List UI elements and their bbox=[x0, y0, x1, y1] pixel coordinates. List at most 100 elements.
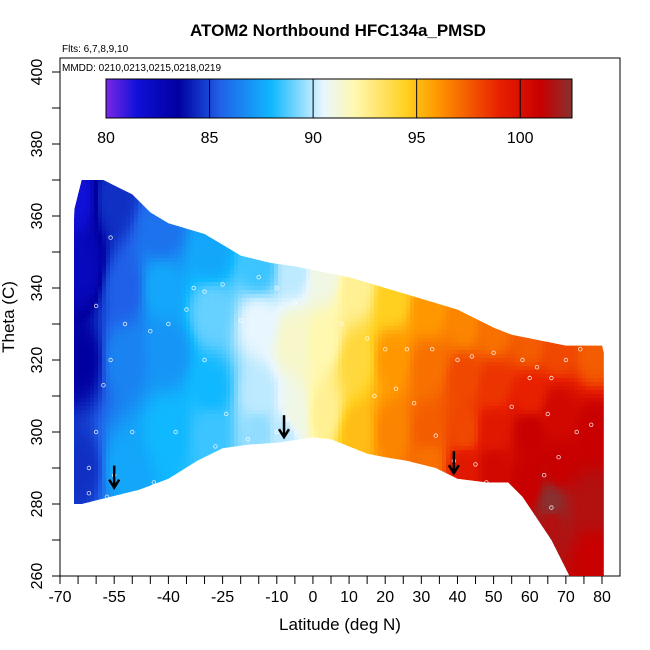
heatmap-cell bbox=[222, 526, 227, 531]
heatmap-cell bbox=[190, 546, 195, 551]
heatmap-cell bbox=[138, 442, 143, 447]
heatmap-cell bbox=[198, 274, 203, 279]
heatmap-cell bbox=[98, 426, 103, 431]
heatmap-cell bbox=[138, 230, 143, 235]
heatmap-cell bbox=[134, 394, 139, 399]
heatmap-cell bbox=[106, 298, 111, 303]
heatmap-cell bbox=[98, 438, 103, 443]
heatmap-cell bbox=[118, 350, 123, 355]
heatmap-cell bbox=[82, 530, 87, 535]
heatmap-cell bbox=[150, 286, 155, 291]
heatmap-cell bbox=[134, 534, 139, 539]
heatmap-cell bbox=[226, 194, 231, 199]
heatmap-cell bbox=[214, 222, 219, 227]
heatmap-cell bbox=[238, 394, 243, 399]
heatmap-cell bbox=[106, 482, 111, 487]
heatmap-cell bbox=[190, 274, 195, 279]
heatmap-cell bbox=[98, 430, 103, 435]
heatmap-cell bbox=[214, 418, 219, 423]
heatmap-cell bbox=[186, 342, 191, 347]
heatmap-cell bbox=[254, 474, 259, 479]
heatmap-cell bbox=[74, 542, 79, 547]
heatmap-cell bbox=[166, 286, 171, 291]
heatmap-cell bbox=[82, 430, 87, 435]
heatmap-cell bbox=[178, 322, 183, 327]
heatmap-cell bbox=[82, 534, 87, 539]
heatmap-cell bbox=[230, 522, 235, 527]
heatmap-cell bbox=[142, 474, 147, 479]
heatmap-cell bbox=[118, 418, 123, 423]
heatmap-cell bbox=[82, 186, 87, 191]
heatmap-cell bbox=[134, 438, 139, 443]
heatmap-cell bbox=[134, 562, 139, 567]
heatmap-cell bbox=[126, 290, 131, 295]
heatmap-cell bbox=[266, 180, 271, 183]
heatmap-cell bbox=[198, 350, 203, 355]
heatmap-cell bbox=[146, 210, 151, 215]
heatmap-cell bbox=[122, 542, 127, 547]
heatmap-cell bbox=[266, 302, 271, 307]
heatmap-cell bbox=[210, 370, 215, 375]
heatmap-cell bbox=[146, 206, 151, 211]
heatmap-cell bbox=[198, 222, 203, 227]
heatmap-cell bbox=[246, 286, 251, 291]
heatmap-cell bbox=[206, 490, 211, 495]
heatmap-cell bbox=[166, 494, 171, 499]
heatmap-cell bbox=[74, 562, 79, 567]
heatmap-cell bbox=[86, 302, 91, 307]
heatmap-cell bbox=[258, 570, 263, 575]
heatmap-cell bbox=[114, 414, 119, 419]
heatmap-cell bbox=[178, 534, 183, 539]
heatmap-cell bbox=[134, 214, 139, 219]
heatmap-cell bbox=[122, 282, 127, 287]
heatmap-cell bbox=[194, 186, 199, 191]
heatmap-cell bbox=[82, 370, 87, 375]
heatmap-cell bbox=[86, 182, 91, 187]
heatmap-cell bbox=[142, 422, 147, 427]
heatmap-cell bbox=[266, 354, 271, 359]
heatmap-cell bbox=[246, 534, 251, 539]
heatmap-cell bbox=[170, 378, 175, 383]
heatmap-cell bbox=[126, 398, 131, 403]
heatmap-cell bbox=[90, 490, 95, 495]
heatmap-cell bbox=[102, 514, 107, 519]
heatmap-cell bbox=[210, 242, 215, 247]
heatmap-cell bbox=[118, 542, 123, 547]
heatmap-cell bbox=[122, 286, 127, 291]
heatmap-cell bbox=[98, 446, 103, 451]
heatmap-cell bbox=[78, 170, 83, 175]
heatmap-cell bbox=[78, 422, 83, 427]
heatmap-cell bbox=[246, 382, 251, 387]
heatmap-cell bbox=[182, 230, 187, 235]
heatmap-cell bbox=[82, 314, 87, 319]
heatmap-cell bbox=[178, 286, 183, 291]
heatmap-cell bbox=[74, 526, 79, 531]
heatmap-cell bbox=[106, 462, 111, 467]
heatmap-cell bbox=[234, 318, 239, 323]
heatmap-cell bbox=[214, 454, 219, 459]
heatmap-cell bbox=[242, 402, 247, 407]
heatmap-cell bbox=[146, 334, 151, 339]
heatmap-cell bbox=[118, 466, 123, 471]
heatmap-cell bbox=[130, 490, 135, 495]
heatmap-cell bbox=[218, 306, 223, 311]
heatmap-cell bbox=[262, 174, 267, 179]
heatmap-cell bbox=[158, 474, 163, 479]
heatmap-cell bbox=[118, 318, 123, 323]
heatmap-cell bbox=[142, 262, 147, 267]
heatmap-cell bbox=[258, 470, 263, 475]
heatmap-cell bbox=[138, 330, 143, 335]
heatmap-cell bbox=[230, 314, 235, 319]
heatmap-cell bbox=[246, 374, 251, 379]
heatmap-cell bbox=[266, 534, 271, 539]
heatmap-cell bbox=[230, 486, 235, 491]
heatmap-cell bbox=[258, 170, 263, 175]
heatmap-cell bbox=[190, 470, 195, 475]
heatmap-cell bbox=[258, 302, 263, 307]
heatmap-cell bbox=[110, 262, 115, 267]
heatmap-cell bbox=[222, 286, 227, 291]
heatmap-cell bbox=[214, 510, 219, 515]
heatmap-cell bbox=[222, 330, 227, 335]
heatmap-cell bbox=[90, 378, 95, 383]
heatmap-cell bbox=[166, 474, 171, 479]
